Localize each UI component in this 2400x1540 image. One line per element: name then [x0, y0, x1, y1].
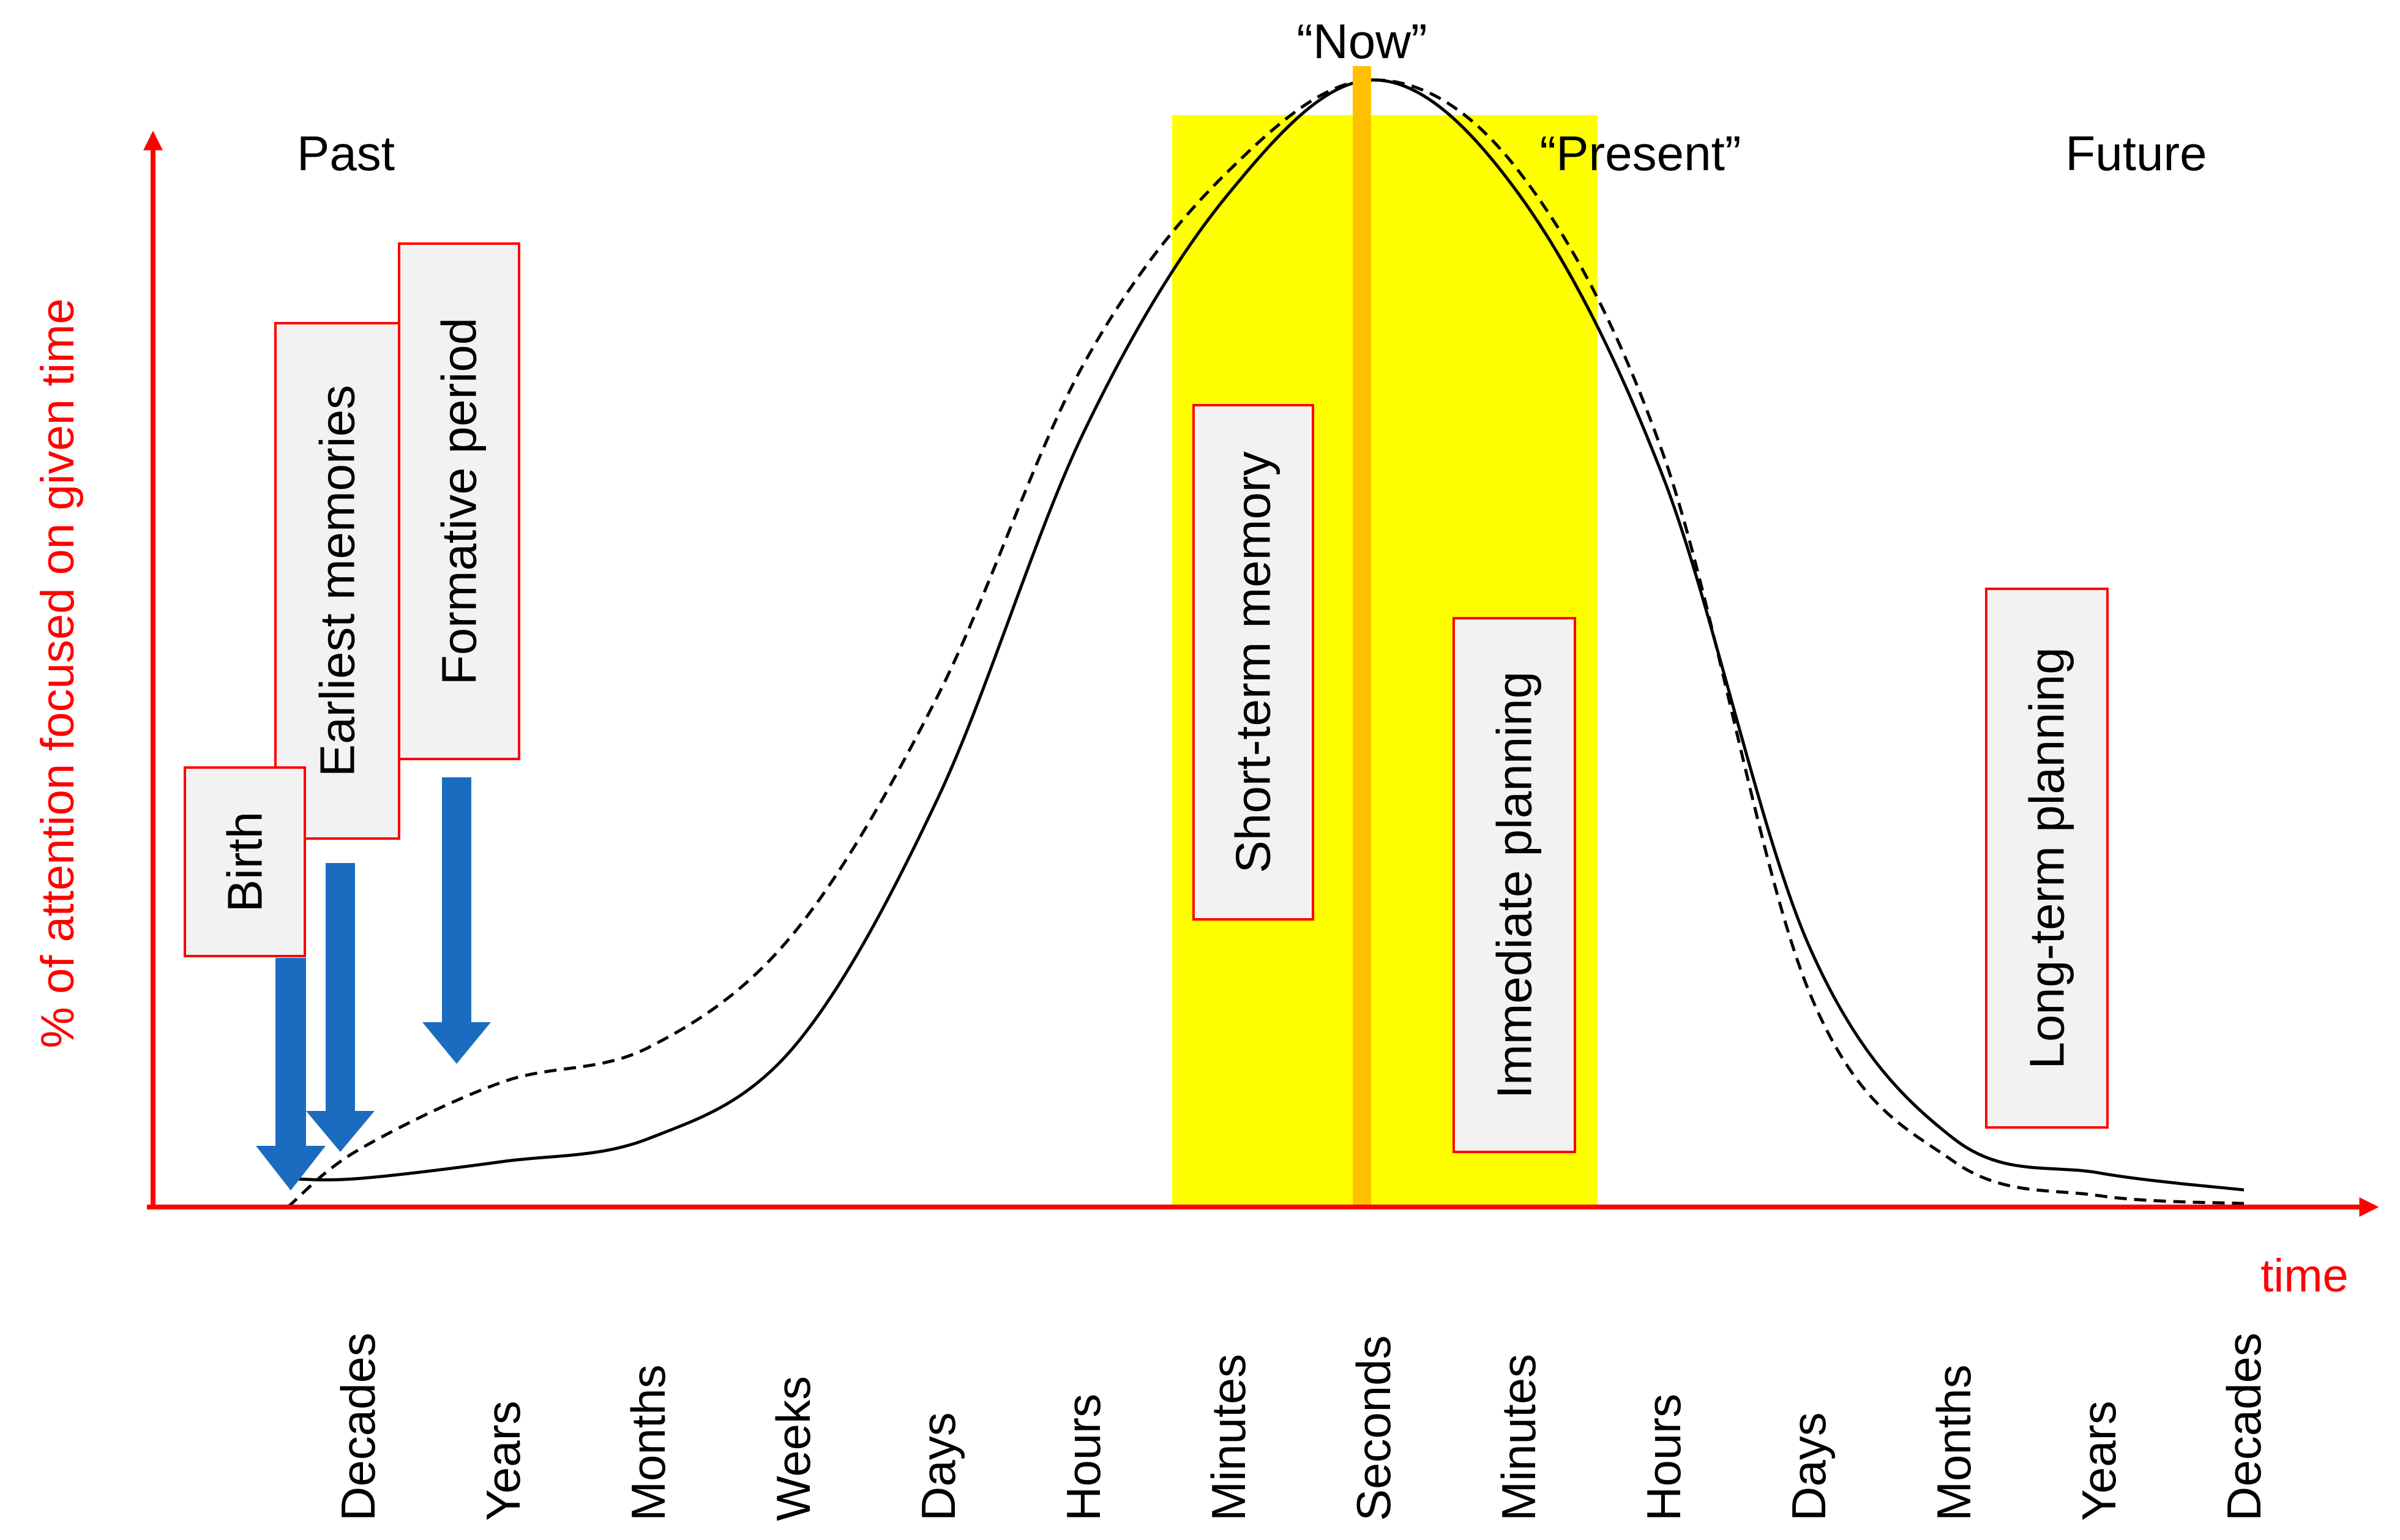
immediate-planning-box: Immediate planning — [1452, 617, 1576, 1153]
short-term-memory-box: Short-term memory — [1192, 404, 1314, 921]
tick-label: Seconds — [1347, 1335, 1400, 1521]
tick-label: Days — [911, 1412, 965, 1521]
now-line — [1353, 66, 1371, 1206]
tick-label: Minutes — [1202, 1354, 1255, 1521]
earliest-memories-box: Earliest memories — [274, 322, 400, 840]
attention-curves — [286, 78, 2245, 1208]
tick-label: Months — [1927, 1364, 1981, 1521]
formative-period-box: Formative period — [398, 242, 520, 760]
birth-box: Birth — [184, 766, 306, 957]
tick-label: Months — [621, 1364, 675, 1521]
birth-label: Birth — [218, 812, 272, 913]
past-label: Past — [297, 126, 395, 181]
now-label: “Now” — [1296, 14, 1427, 69]
tick-label: Decades — [331, 1333, 385, 1521]
earliest-memories-label: Earliest memories — [310, 385, 365, 777]
time-tick-labels: Decades Years Months Weeks Days Hours Mi… — [331, 1333, 2271, 1521]
formative-period-arrow-icon — [422, 777, 491, 1064]
dashed-attention-curve — [286, 78, 2245, 1208]
tick-label: Decades — [2217, 1333, 2271, 1521]
earliest-memories-arrow-icon — [306, 863, 375, 1152]
tick-label: Minutes — [1492, 1354, 1546, 1521]
solid-attention-curve — [287, 78, 2245, 1192]
tick-label: Days — [1782, 1412, 1836, 1521]
tick-label: Years — [2072, 1400, 2126, 1521]
short-term-memory-label: Short-term memory — [1226, 452, 1280, 873]
x-axis-label: time — [2260, 1250, 2349, 1302]
future-label: Future — [2065, 126, 2207, 181]
long-term-planning-label: Long-term planning — [2020, 647, 2074, 1069]
tick-label: Hours — [1637, 1394, 1691, 1521]
tick-label: Years — [476, 1400, 530, 1521]
present-label: “Present” — [1540, 126, 1741, 181]
y-axis-label: % of attention focused on given time — [32, 298, 84, 1048]
tick-label: Hours — [1056, 1394, 1110, 1521]
immediate-planning-label: Immediate planning — [1487, 671, 1542, 1099]
formative-period-label: Formative period — [432, 318, 487, 685]
birth-arrow-icon — [256, 958, 326, 1191]
tick-label: Weeks — [766, 1376, 820, 1521]
long-term-planning-box: Long-term planning — [1985, 588, 2109, 1129]
